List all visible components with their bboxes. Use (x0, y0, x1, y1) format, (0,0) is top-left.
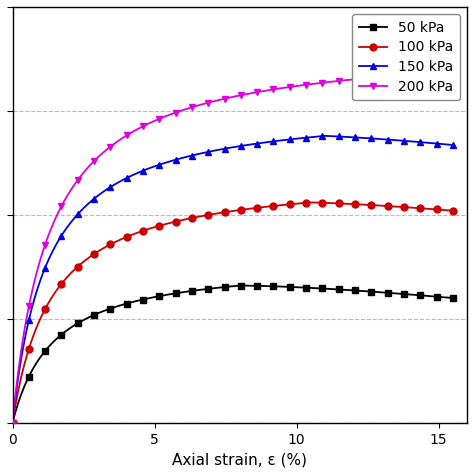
X-axis label: Axial strain, ε (%): Axial strain, ε (%) (172, 452, 307, 467)
Legend: 50 kPa, 100 kPa, 150 kPa, 200 kPa: 50 kPa, 100 kPa, 150 kPa, 200 kPa (352, 14, 460, 100)
